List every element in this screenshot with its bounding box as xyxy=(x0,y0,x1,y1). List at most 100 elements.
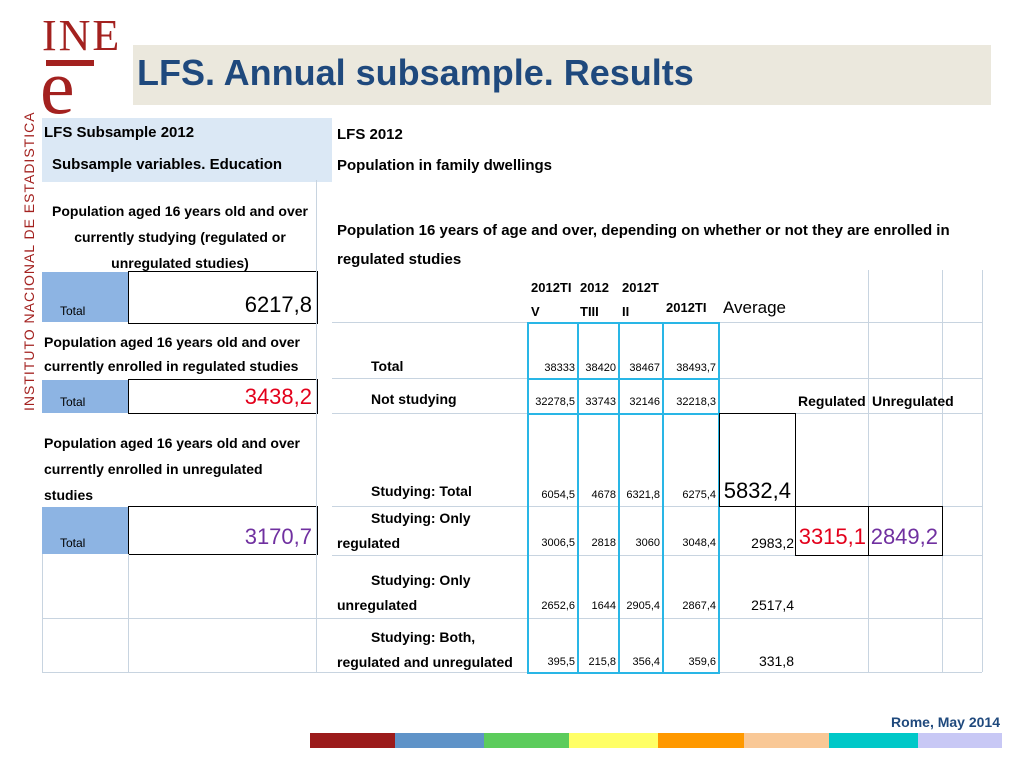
average-only-regulated: 2983,2 xyxy=(751,535,794,551)
block1-value: 6217,8 xyxy=(244,292,312,317)
block1-total-cell xyxy=(42,272,128,322)
block1-total-label: Total xyxy=(60,304,86,318)
cell-value: 3048,4 xyxy=(682,537,716,549)
right-grid-line xyxy=(942,270,943,672)
header-regulated: Regulated xyxy=(798,393,866,409)
cell-value: 359,6 xyxy=(688,656,716,668)
block3-total-cell xyxy=(42,507,128,554)
cell-value: 2867,4 xyxy=(682,600,716,612)
cell-value: 1644 xyxy=(591,600,616,612)
institute-vertical-label: INSTITUTO NACIONAL DE ESTADISTICA xyxy=(21,111,37,411)
right-grid-line xyxy=(332,555,982,556)
cell-value: 32278,5 xyxy=(535,396,575,408)
block3-value: 3170,7 xyxy=(244,524,312,549)
row-label-both: Studying: Both, regulated and unregulate… xyxy=(337,629,513,670)
cell-value: 38467 xyxy=(629,362,660,374)
col-header-2012tiii: 2012TIII xyxy=(580,280,609,319)
cell-value: 6321,8 xyxy=(626,489,660,501)
row-label-only-unregulated: Studying: Only unregulated xyxy=(337,572,471,613)
average-studying-total: 5832,4 xyxy=(723,478,791,503)
average-box xyxy=(719,413,796,507)
logo-e-text: e xyxy=(40,43,75,130)
cell-value: 3006,5 xyxy=(541,537,575,549)
cell-value: 2652,6 xyxy=(541,600,575,612)
color-stripe-3 xyxy=(484,733,569,748)
row-label-only-regulated: Studying: Only regulated xyxy=(337,510,471,551)
cell-value: 2905,4 xyxy=(626,600,660,612)
block2-value: 3438,2 xyxy=(244,384,312,409)
data-block-border xyxy=(527,378,720,380)
cell-value: 395,5 xyxy=(547,656,575,668)
right-grid-line xyxy=(982,270,983,672)
cell-value: 33743 xyxy=(585,396,616,408)
data-block-border xyxy=(662,322,664,672)
block2-total-cell xyxy=(42,380,128,413)
data-block-border xyxy=(527,322,720,324)
left-grid-line xyxy=(42,618,332,619)
cell-value: 3060 xyxy=(635,537,660,549)
right-grid-line xyxy=(332,506,982,507)
col-header-2012ti: 2012TI xyxy=(666,300,707,315)
block3-value-box xyxy=(128,506,318,555)
data-block-border xyxy=(527,322,529,672)
row-label-not-studying: Not studying xyxy=(371,391,457,407)
block2-value-box xyxy=(128,379,318,414)
block2-label: Population aged 16 years old and over cu… xyxy=(44,334,300,374)
right-header-2: Population in family dwellings xyxy=(337,157,553,174)
cell-value: 6275,4 xyxy=(682,489,716,501)
right-grid-line xyxy=(868,270,869,672)
block2-total-label: Total xyxy=(60,395,86,409)
cell-value: 38493,7 xyxy=(676,362,716,374)
cell-value: 32146 xyxy=(629,396,660,408)
color-stripe-5 xyxy=(658,733,744,748)
left-grid-line xyxy=(128,554,129,672)
cell-value: 4678 xyxy=(591,489,616,501)
cell-value: 38420 xyxy=(585,362,616,374)
average-both: 331,8 xyxy=(758,653,794,669)
cell-value: 215,8 xyxy=(588,656,616,668)
data-block-border xyxy=(527,672,720,674)
left-header-1: LFS Subsample 2012 xyxy=(44,124,195,141)
color-stripe-1 xyxy=(310,733,395,748)
cell-value: 38333 xyxy=(544,362,575,374)
color-stripe-4 xyxy=(569,733,658,748)
cell-value: 32218,3 xyxy=(676,396,716,408)
left-grid-line xyxy=(42,672,332,673)
average-only-unregulated: 2517,4 xyxy=(751,597,794,613)
unregulated-value: 2849,2 xyxy=(870,524,938,549)
footer-location-date: Rome, May 2014 xyxy=(891,714,1000,730)
row-label-total: Total xyxy=(371,358,404,374)
left-header-2: Subsample variables. Education xyxy=(52,156,283,173)
cell-value: 2818 xyxy=(591,537,616,549)
regulated-value-box xyxy=(795,506,943,556)
cell-value: 6054,5 xyxy=(541,489,575,501)
col-header-average: Average xyxy=(723,298,787,317)
right-subtitle: Population 16 years of age and over, dep… xyxy=(337,222,950,268)
color-stripe-2 xyxy=(395,733,484,748)
header-unregulated: Unregulated xyxy=(872,393,954,409)
color-stripe-6 xyxy=(744,733,829,748)
slide-title: LFS. Annual subsample. Results xyxy=(137,52,694,93)
data-block-border xyxy=(618,322,620,672)
title-bar xyxy=(133,45,991,105)
logo-ine-text: INE xyxy=(42,11,122,60)
logo-divider xyxy=(46,60,94,66)
col-header-2012tiv: 2012TIV xyxy=(531,280,572,319)
right-grid-line xyxy=(332,618,982,619)
block1-value-box xyxy=(128,271,318,324)
right-grid-line xyxy=(868,506,869,555)
block1-label: Population aged 16 years old and over cu… xyxy=(52,203,308,271)
cell-value: 356,4 xyxy=(632,656,660,668)
left-header-bg xyxy=(42,118,332,182)
block3-total-label: Total xyxy=(60,536,86,550)
col-header-2012tii: 2012TII xyxy=(622,280,659,319)
right-header-1: LFS 2012 xyxy=(337,126,403,143)
row-label-studying-total: Studying: Total xyxy=(371,483,472,499)
block3-label: Population aged 16 years old and over cu… xyxy=(44,435,300,503)
data-block-border xyxy=(577,322,579,672)
regulated-value: 3315,1 xyxy=(798,524,866,549)
color-stripe-7 xyxy=(829,733,918,748)
left-grid-line xyxy=(42,554,43,672)
data-block-border xyxy=(527,413,720,415)
color-stripe-8 xyxy=(918,733,1002,748)
